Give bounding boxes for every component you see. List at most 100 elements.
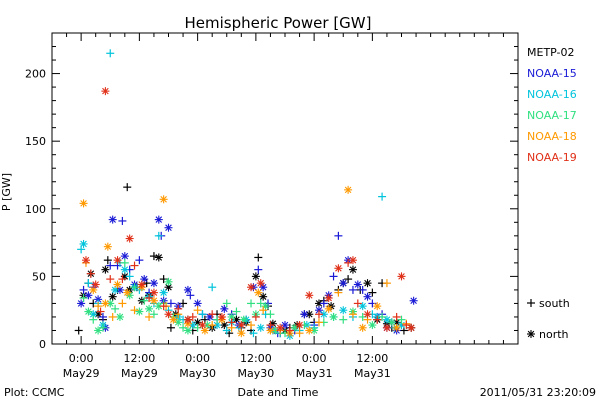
point-north xyxy=(237,321,246,330)
point-north xyxy=(256,323,265,332)
series-noaa-16 xyxy=(77,49,406,340)
point-south xyxy=(106,49,115,58)
x-tick-time-label: 12:00 xyxy=(357,352,389,365)
point-south xyxy=(125,272,134,281)
point-north xyxy=(137,280,146,289)
x-tick-date-label: May31 xyxy=(354,367,391,380)
point-south xyxy=(130,306,139,315)
point-south xyxy=(106,261,115,270)
point-south xyxy=(254,265,263,274)
point-north xyxy=(358,323,367,332)
point-north xyxy=(256,279,265,288)
x-axis-label: Date and Time xyxy=(238,386,319,399)
x-tick-time-label: 0:00 xyxy=(69,352,94,365)
point-north xyxy=(113,280,122,289)
point-south xyxy=(254,253,263,262)
point-north xyxy=(174,318,183,327)
point-north xyxy=(145,304,154,313)
series-noaa-17 xyxy=(79,258,406,338)
point-north xyxy=(198,321,207,330)
point-north xyxy=(305,291,314,300)
point-north xyxy=(120,252,129,261)
point-south xyxy=(368,288,377,297)
point-north xyxy=(84,291,93,300)
point-south xyxy=(130,261,139,270)
point-south xyxy=(378,312,387,321)
point-south xyxy=(159,302,168,311)
point-north xyxy=(103,242,112,251)
point-south xyxy=(79,285,88,294)
point-north xyxy=(120,265,129,274)
point-south xyxy=(266,321,275,330)
point-north xyxy=(79,199,88,208)
point-north xyxy=(220,304,229,313)
point-north xyxy=(101,299,110,308)
chart-title: Hemispheric Power [GW] xyxy=(185,14,372,32)
marker-legend-label: south xyxy=(539,297,570,310)
point-south xyxy=(186,291,195,300)
point-south xyxy=(118,299,127,308)
point-south xyxy=(145,312,154,321)
point-north xyxy=(164,223,173,232)
point-south xyxy=(227,318,236,327)
x-tick-time-label: 0:00 xyxy=(302,352,327,365)
point-south xyxy=(348,285,357,294)
y-axis-ticks: 0 50 100 150 200 xyxy=(25,32,518,351)
point-south xyxy=(145,294,154,303)
point-south xyxy=(319,299,328,308)
point-north xyxy=(353,280,362,289)
point-south xyxy=(208,310,217,319)
point-south xyxy=(193,306,202,315)
point-south xyxy=(130,283,139,292)
point-north xyxy=(339,306,348,315)
point-north xyxy=(108,215,117,224)
y-axis-label: P [GW] xyxy=(0,173,13,211)
series-noaa-19 xyxy=(81,87,416,335)
point-south xyxy=(74,326,83,335)
point-north xyxy=(387,318,396,327)
point-south xyxy=(94,302,103,311)
point-north xyxy=(247,283,256,292)
point-north xyxy=(305,310,314,319)
point-south xyxy=(353,299,362,308)
point-north xyxy=(149,279,158,288)
point-north xyxy=(84,307,93,316)
point-south xyxy=(334,231,343,240)
point-south xyxy=(222,299,231,308)
point-south xyxy=(188,312,197,321)
point-south xyxy=(208,321,217,330)
x-tick-time-label: 12:00 xyxy=(124,352,156,365)
marker-legend: south north xyxy=(527,297,570,341)
point-north xyxy=(79,239,88,248)
point-north xyxy=(164,310,173,319)
x-tick-time-label: 12:00 xyxy=(240,352,272,365)
point-north xyxy=(113,256,122,265)
point-south xyxy=(149,310,158,319)
point-south xyxy=(140,296,149,305)
point-north xyxy=(397,272,406,281)
point-north xyxy=(188,321,197,330)
point-north xyxy=(135,307,144,316)
legend-entry: NOAA-19 xyxy=(527,151,577,164)
point-south xyxy=(378,192,387,201)
point-south xyxy=(96,307,105,316)
y-tick-label: 100 xyxy=(25,203,46,216)
legend: METP-02 NOAA-15 NOAA-16 NOAA-17 NOAA-18 NOAA-… xyxy=(527,46,577,164)
point-north xyxy=(348,256,357,265)
point-south xyxy=(98,312,107,321)
y-tick-label: 200 xyxy=(25,68,46,81)
point-south xyxy=(98,323,107,332)
point-south xyxy=(232,307,241,316)
y-tick-label: 0 xyxy=(39,338,46,351)
point-north xyxy=(183,285,192,294)
point-north xyxy=(392,323,401,332)
point-south xyxy=(339,315,348,324)
point-south xyxy=(111,304,120,313)
point-south xyxy=(154,231,163,240)
point-south xyxy=(314,318,323,327)
point-south xyxy=(382,279,391,288)
point-south xyxy=(166,299,175,308)
point-south xyxy=(344,275,353,284)
marker-legend-north: north xyxy=(527,328,569,341)
